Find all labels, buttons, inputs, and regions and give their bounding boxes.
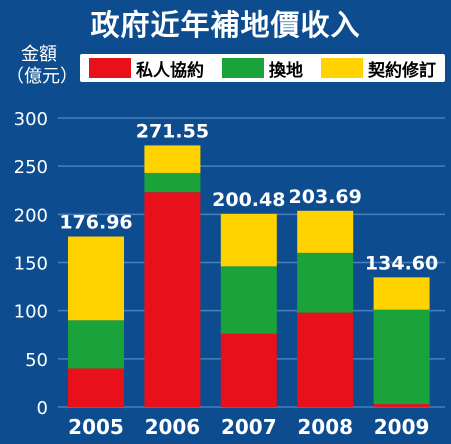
bar-2009-series-2 [373, 277, 430, 310]
legend-swatch-private [89, 58, 131, 78]
y-tick-label-200: 200 [14, 205, 48, 226]
bar-2007-series-1 [220, 266, 277, 334]
total-label-2008: 203.69 [289, 186, 362, 208]
y-axis-unit-label: 金額（億元） [6, 44, 78, 87]
legend-label-land-exchange: 換地 [269, 60, 303, 81]
legend-label-private: 私人協約 [136, 60, 204, 81]
bar-2007-series-0 [220, 333, 277, 407]
bar-2005-series-1 [68, 320, 124, 369]
x-tick-label-2005: 2005 [68, 415, 124, 439]
bar-2009-series-0 [373, 404, 430, 407]
x-tick-label-2006: 2006 [145, 415, 201, 439]
bar-2005-series-0 [68, 368, 124, 407]
legend-swatch-land-exchange [222, 58, 264, 78]
bar-2007-series-2 [220, 213, 277, 267]
legend-label-lease-modification: 契約修訂 [368, 60, 436, 81]
x-tick-label-2007: 2007 [221, 415, 277, 439]
legend-item-private: 私人協約 [89, 56, 204, 81]
bar-2005-series-2 [68, 236, 124, 321]
bar-2009-series-1 [373, 309, 430, 405]
bar-2006-series-1 [144, 172, 201, 193]
y-tick-label-0: 0 [37, 398, 48, 419]
y-tick-label-300: 300 [14, 109, 48, 130]
y-tick-label-150: 150 [14, 254, 48, 275]
y-tick-label-250: 250 [14, 157, 48, 178]
x-tick-label-2008: 2008 [297, 415, 353, 439]
y-tick-label-100: 100 [14, 302, 48, 323]
total-label-2006: 271.55 [136, 120, 209, 142]
bar-2008-series-1 [297, 252, 354, 313]
chart-title: 政府近年補地價收入 [90, 8, 361, 42]
bar-2008-series-2 [297, 210, 354, 253]
bar-2006-series-0 [144, 192, 201, 407]
x-tick-label-2009: 2009 [374, 415, 430, 439]
legend: 私人協約 換地 契約修訂 [80, 54, 445, 82]
bar-2006-series-2 [144, 145, 201, 173]
total-label-2007: 200.48 [212, 189, 285, 211]
total-label-2005: 176.96 [59, 212, 132, 234]
legend-item-land-exchange: 換地 [222, 56, 303, 81]
legend-swatch-lease-modification [321, 58, 363, 78]
total-label-2009: 134.60 [365, 252, 438, 274]
legend-item-lease-modification: 契約修訂 [321, 56, 436, 81]
bar-2008-series-0 [297, 312, 354, 407]
y-tick-label-50: 50 [25, 350, 48, 371]
